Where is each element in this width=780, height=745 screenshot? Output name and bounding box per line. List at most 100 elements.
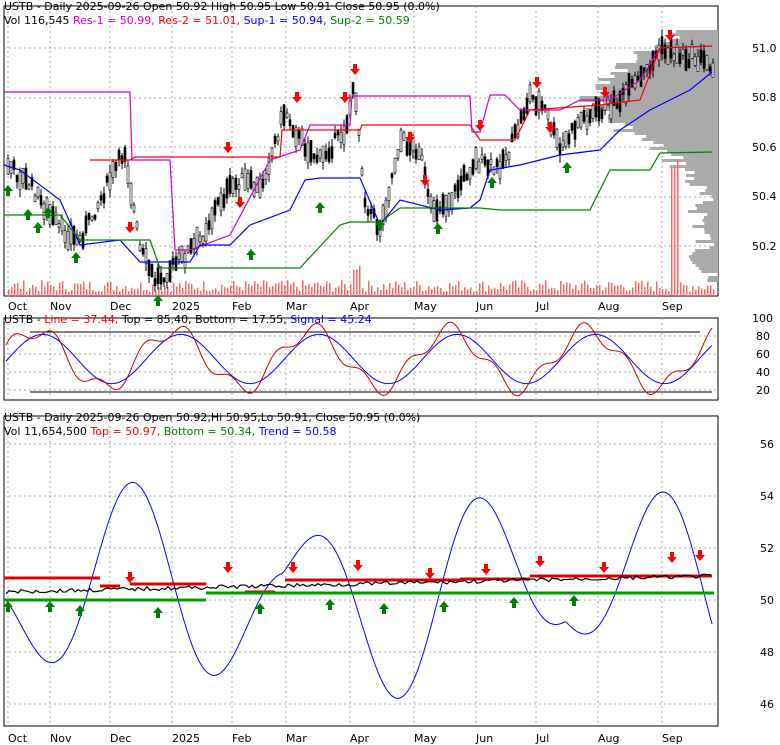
volume-bar <box>662 289 664 296</box>
candle-body <box>108 171 112 191</box>
candle-body <box>285 112 289 118</box>
sell-arrow <box>532 77 542 88</box>
candle-body <box>258 175 262 198</box>
osc-name: USTB - <box>4 313 45 326</box>
volume-bar <box>101 291 103 296</box>
volume-bar <box>182 287 184 296</box>
volume-bar <box>113 290 115 296</box>
sell-arrow <box>288 562 298 573</box>
candle-body <box>588 109 592 124</box>
candle-body <box>234 177 238 190</box>
x-label-feb: Feb <box>232 300 251 313</box>
price-panel-title: USTB - Daily 2025-09-26 Open 50.92 High … <box>4 0 440 13</box>
volume-profile-bar <box>608 120 718 123</box>
candle-body <box>396 149 400 159</box>
candle-body <box>507 152 511 160</box>
candle-body <box>510 133 514 143</box>
buy-arrow <box>255 603 265 614</box>
volume-bar <box>50 284 52 296</box>
volume-profile-bar <box>685 174 718 177</box>
volume-profile-bar <box>671 153 718 156</box>
volume-bar <box>536 290 538 296</box>
candle-body <box>435 199 439 222</box>
osc-tick-40: 40 <box>756 366 770 379</box>
volume-bar <box>488 285 490 296</box>
trend-tick-52: 52 <box>760 542 774 555</box>
volume-bar <box>671 167 673 296</box>
gridlines <box>4 6 718 726</box>
candle-body <box>333 132 337 139</box>
volume-profile-bar <box>614 75 718 78</box>
price-candles <box>3 29 718 306</box>
candle-body <box>222 194 226 208</box>
candle-body <box>21 168 25 184</box>
volume-bar <box>617 285 619 296</box>
osc-y-axis: 100 80 60 40 20 <box>752 312 773 397</box>
volume-bar <box>83 281 85 296</box>
price-tick-50-2: 50.2 <box>752 240 777 253</box>
volume-bar <box>527 287 529 296</box>
candle-body <box>27 184 31 190</box>
volume-bar <box>710 285 712 296</box>
volume-bar <box>446 291 448 296</box>
volume-bar <box>707 285 709 296</box>
volume-bar <box>419 285 421 296</box>
volume-bar <box>242 290 244 296</box>
volume-bar <box>311 287 313 296</box>
trend-price-line <box>5 573 712 595</box>
volume-bar <box>44 286 46 296</box>
volume-bar <box>185 280 187 296</box>
price-tick-51-0: 51.0 <box>752 42 777 55</box>
candle-body <box>339 132 343 143</box>
volume-profile-bar <box>606 93 718 96</box>
volume-bar <box>161 290 163 296</box>
trend-tick-54: 54 <box>760 490 774 503</box>
volume-bar <box>122 288 124 296</box>
candle-body <box>246 173 250 189</box>
osc-tick-100: 100 <box>752 312 773 325</box>
volume-bar <box>317 282 319 296</box>
volume-bar <box>269 287 271 296</box>
candle-body <box>306 142 310 164</box>
candle-body <box>129 182 133 206</box>
candle-body <box>582 109 586 122</box>
volume-bar <box>23 280 25 296</box>
volume-bar <box>557 290 559 296</box>
volume-bar <box>296 286 298 296</box>
candle-body <box>579 112 583 128</box>
candle-body <box>708 66 712 72</box>
candle-body <box>279 111 283 125</box>
volume-bar <box>350 283 352 296</box>
candle-body <box>111 161 115 178</box>
candle-body <box>585 115 589 130</box>
sell-arrow <box>695 550 705 561</box>
oscillator-lines <box>5 321 713 397</box>
candle-body <box>63 230 67 243</box>
candle-body <box>60 217 64 232</box>
candle-body <box>261 178 265 189</box>
candle-body <box>633 75 637 89</box>
trend-panel-levels: Vol 11,654,500 Top = 50.97, Bottom = 50.… <box>4 425 337 438</box>
candle-body <box>387 187 391 201</box>
oscillator-panel-frame <box>3 317 719 401</box>
volume-bar <box>149 291 151 296</box>
volume-bar <box>302 280 304 296</box>
volume-bar <box>695 290 697 296</box>
volume-bar <box>611 283 613 296</box>
candle-body <box>660 36 664 55</box>
volume-bar <box>125 286 127 296</box>
volume-bar <box>656 281 658 296</box>
volume-bar <box>239 286 241 296</box>
volume-bar <box>152 284 154 296</box>
x2-label-dec: Dec <box>110 732 131 745</box>
candle-body <box>699 49 703 63</box>
volume-bar <box>470 287 472 296</box>
candle-body <box>354 92 358 112</box>
candle-body <box>570 123 574 131</box>
volume-profile-bar <box>713 198 718 201</box>
volume-bar <box>698 286 700 296</box>
volume-bar <box>641 280 643 296</box>
volume-profile-bar <box>676 30 718 33</box>
volume-bar <box>449 283 451 296</box>
volume-bar <box>638 282 640 296</box>
